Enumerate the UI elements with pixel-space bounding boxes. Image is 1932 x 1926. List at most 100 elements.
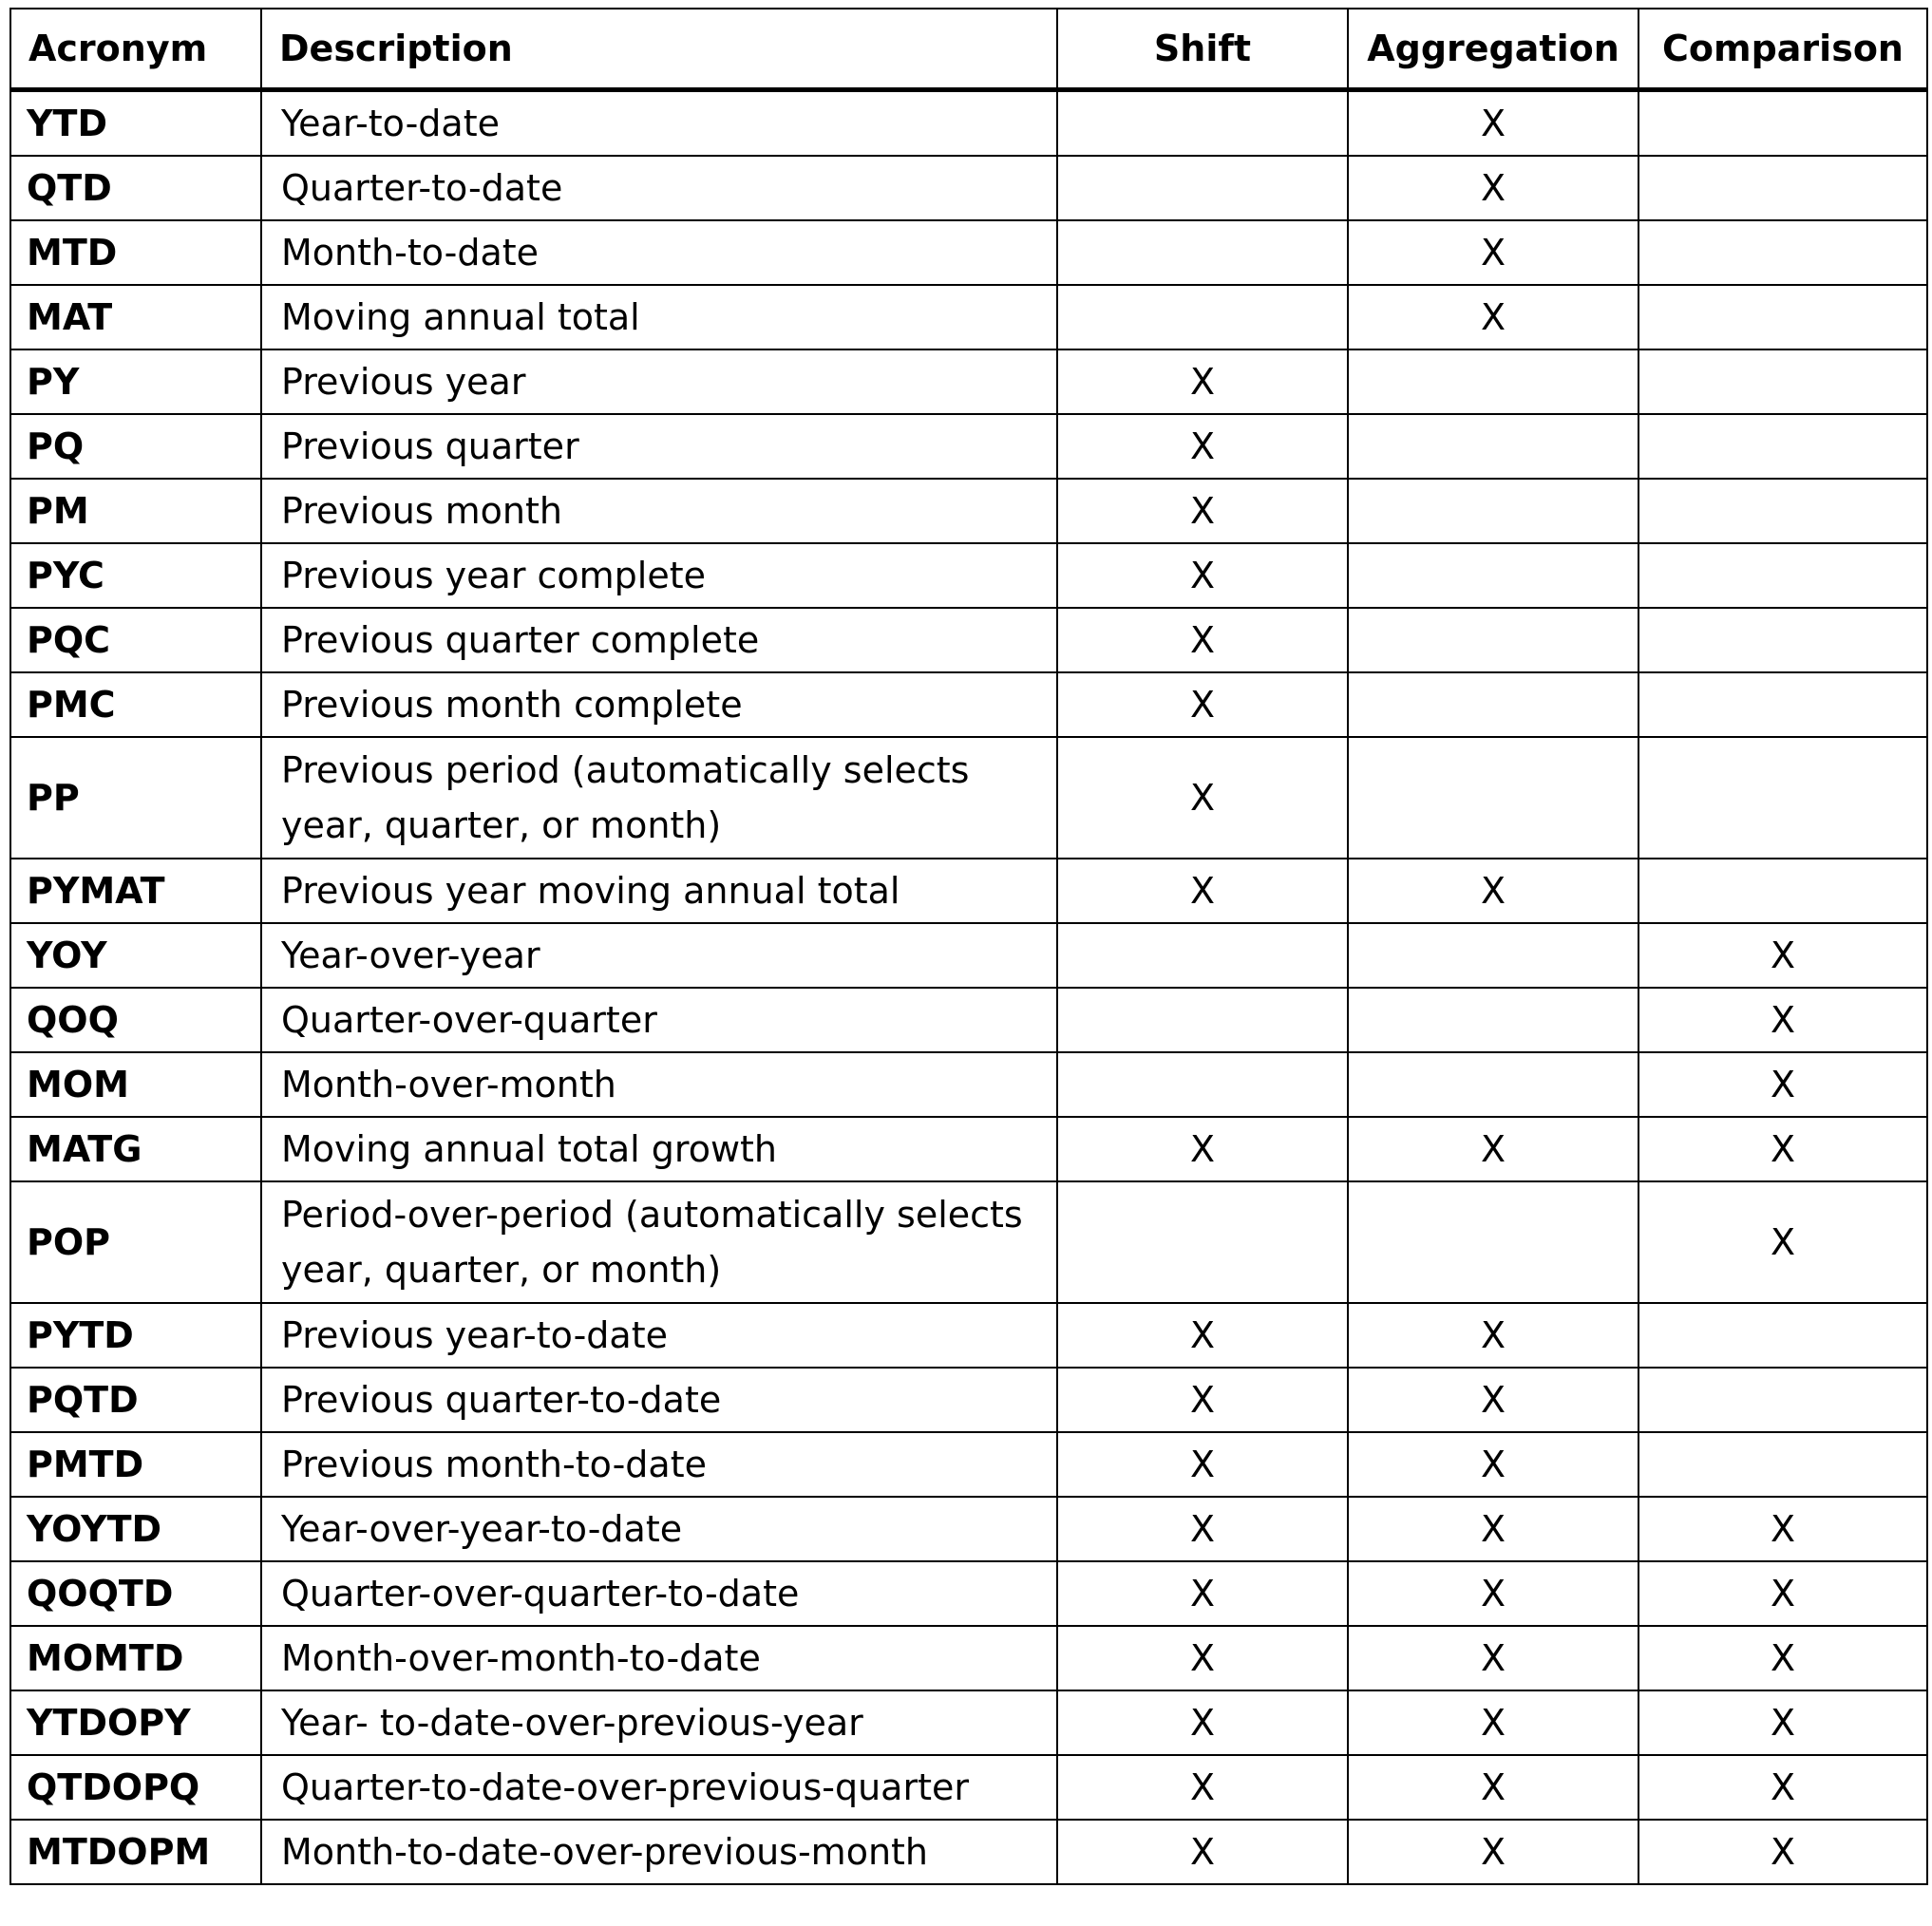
table-row: YTD Year-to-date X (9, 88, 1928, 157)
acronym-cell: PMC (9, 671, 262, 738)
acronym-table: Acronym Description Shift Aggregation Co… (9, 8, 1928, 1885)
description-cell: Quarter-over-quarter (260, 987, 1058, 1053)
aggregation-cell (1347, 413, 1639, 480)
shift-cell: X (1056, 671, 1349, 738)
aggregation-cell (1347, 607, 1639, 673)
acronym-table-container: Acronym Description Shift Aggregation Co… (9, 8, 1928, 1885)
shift-cell: X (1056, 1819, 1349, 1885)
comparison-cell: X (1638, 1496, 1928, 1562)
shift-cell (1056, 922, 1349, 989)
table-row: PMTD Previous month-to-date X X (9, 1431, 1928, 1498)
description-cell: Month-to-date-over-previous-month (260, 1819, 1058, 1885)
description-cell: Month-over-month-to-date (260, 1625, 1058, 1691)
acronym-cell: YOYTD (9, 1496, 262, 1562)
table-row: MOMTD Month-over-month-to-date X X X (9, 1625, 1928, 1691)
table-row: MATG Moving annual total growth X X X (9, 1116, 1928, 1182)
description-cell: Previous year complete (260, 542, 1058, 609)
shift-cell (1056, 88, 1349, 157)
aggregation-cell: X (1347, 88, 1639, 157)
header-description: Description (260, 8, 1058, 92)
shift-cell: X (1056, 1431, 1349, 1498)
aggregation-cell: X (1347, 219, 1639, 286)
shift-cell: X (1056, 1690, 1349, 1756)
comparison-cell (1638, 1367, 1928, 1433)
header-comparison: Comparison (1638, 8, 1928, 92)
comparison-cell: X (1638, 1560, 1928, 1627)
shift-cell: X (1056, 607, 1349, 673)
aggregation-cell (1347, 478, 1639, 544)
comparison-cell (1638, 542, 1928, 609)
table-row: PQTD Previous quarter-to-date X X (9, 1367, 1928, 1433)
description-cell: Previous year-to-date (260, 1302, 1058, 1369)
acronym-cell: PQTD (9, 1367, 262, 1433)
table-row: PYC Previous year complete X (9, 542, 1928, 609)
shift-cell (1056, 284, 1349, 350)
table-row: MTDOPM Month-to-date-over-previous-month X… (9, 1819, 1928, 1885)
description-cell: Quarter-over-quarter-to-date (260, 1560, 1058, 1627)
aggregation-cell: X (1347, 858, 1639, 924)
table-row: YTDOPY Year- to-date-over-previous-year X X… (9, 1690, 1928, 1756)
shift-cell: X (1056, 478, 1349, 544)
shift-cell: X (1056, 1625, 1349, 1691)
aggregation-cell (1347, 987, 1639, 1053)
acronym-cell: QOQ (9, 987, 262, 1053)
comparison-cell: X (1638, 1180, 1928, 1304)
header-aggregation: Aggregation (1347, 8, 1639, 92)
shift-cell (1056, 987, 1349, 1053)
table-row: PYMAT Previous year moving annual total X X (9, 858, 1928, 924)
acronym-cell: MATG (9, 1116, 262, 1182)
comparison-cell (1638, 607, 1928, 673)
description-cell: Quarter-to-date (260, 155, 1058, 221)
comparison-cell (1638, 219, 1928, 286)
shift-cell: X (1056, 858, 1349, 924)
aggregation-cell: X (1347, 1625, 1639, 1691)
description-cell: Period-over-period (automatically select… (260, 1180, 1058, 1304)
acronym-cell: PQ (9, 413, 262, 480)
aggregation-cell (1347, 1051, 1639, 1118)
comparison-cell: X (1638, 1690, 1928, 1756)
shift-cell: X (1056, 1560, 1349, 1627)
description-cell: Previous quarter complete (260, 607, 1058, 673)
acronym-cell: YOY (9, 922, 262, 989)
comparison-cell: X (1638, 1754, 1928, 1821)
acronym-cell: POP (9, 1180, 262, 1304)
comparison-cell: X (1638, 987, 1928, 1053)
description-cell: Previous month-to-date (260, 1431, 1058, 1498)
table-body: YTD Year-to-date X QTD Quarter-to-date X MTD Mo… (9, 88, 1928, 1885)
comparison-cell (1638, 349, 1928, 415)
comparison-cell: X (1638, 1819, 1928, 1885)
acronym-cell: PYMAT (9, 858, 262, 924)
description-cell: Quarter-to-date-over-previous-quarter (260, 1754, 1058, 1821)
comparison-cell (1638, 671, 1928, 738)
aggregation-cell (1347, 349, 1639, 415)
aggregation-cell: X (1347, 1302, 1639, 1369)
acronym-cell: MAT (9, 284, 262, 350)
description-cell: Previous year moving annual total (260, 858, 1058, 924)
table-row: QTDOPQ Quarter-to-date-over-previous-quar… (9, 1754, 1928, 1821)
description-cell: Year-over-year-to-date (260, 1496, 1058, 1562)
table-row: QOQ Quarter-over-quarter X (9, 987, 1928, 1053)
shift-cell: X (1056, 1754, 1349, 1821)
comparison-cell (1638, 1431, 1928, 1498)
aggregation-cell: X (1347, 1690, 1639, 1756)
table-row: PY Previous year X (9, 349, 1928, 415)
aggregation-cell: X (1347, 1367, 1639, 1433)
header-shift: Shift (1056, 8, 1349, 92)
acronym-cell: QTD (9, 155, 262, 221)
comparison-cell (1638, 736, 1928, 859)
acronym-cell: PMTD (9, 1431, 262, 1498)
description-cell: Month-over-month (260, 1051, 1058, 1118)
table-row: PQ Previous quarter X (9, 413, 1928, 480)
table-row: MOM Month-over-month X (9, 1051, 1928, 1118)
aggregation-cell (1347, 736, 1639, 859)
aggregation-cell: X (1347, 1819, 1639, 1885)
shift-cell: X (1056, 542, 1349, 609)
aggregation-cell: X (1347, 1496, 1639, 1562)
shift-cell: X (1056, 1302, 1349, 1369)
header-acronym: Acronym (9, 8, 262, 92)
shift-cell: X (1056, 349, 1349, 415)
acronym-cell: MOM (9, 1051, 262, 1118)
acronym-cell: MTD (9, 219, 262, 286)
description-cell: Previous period (automatically selects y… (260, 736, 1058, 859)
comparison-cell (1638, 478, 1928, 544)
